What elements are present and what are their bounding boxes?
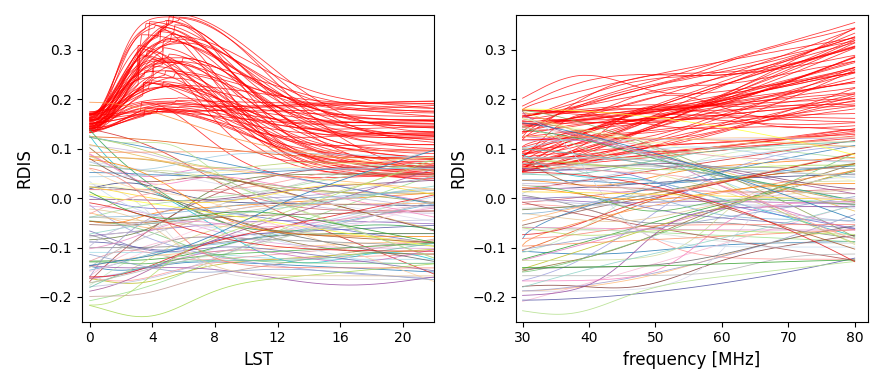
Y-axis label: RDIS: RDIS: [15, 149, 33, 188]
X-axis label: frequency [MHz]: frequency [MHz]: [623, 351, 760, 369]
Y-axis label: RDIS: RDIS: [449, 149, 467, 188]
X-axis label: LST: LST: [243, 351, 273, 369]
